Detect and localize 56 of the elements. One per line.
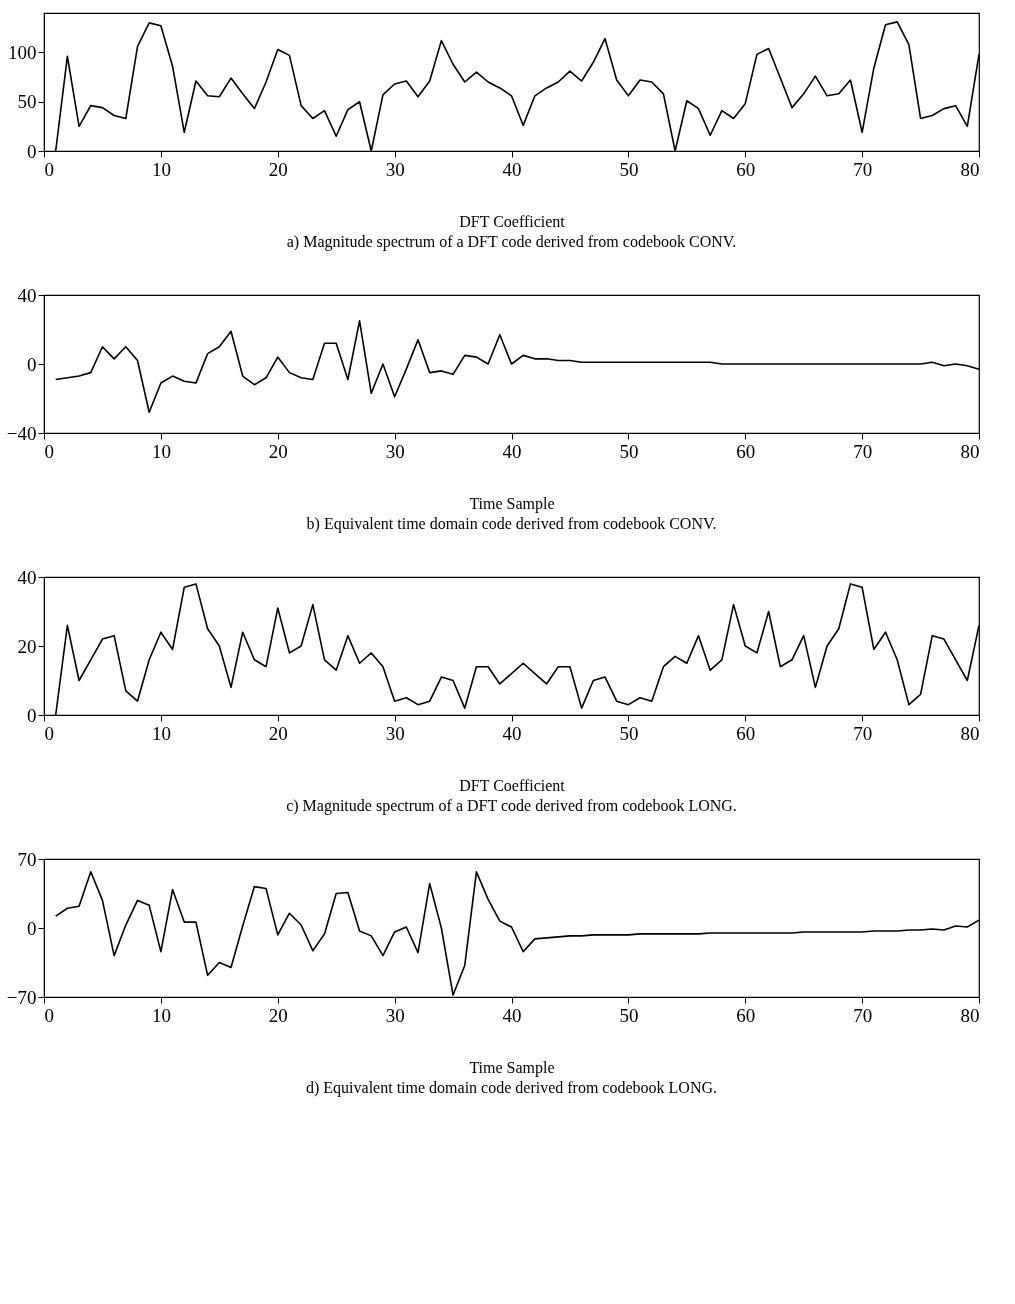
- y-tick-label: 40: [17, 284, 37, 306]
- y-tick-label: 0: [27, 140, 37, 162]
- y-tick-label: 50: [17, 91, 37, 113]
- x-axis-title: DFT Coefficient: [459, 776, 566, 794]
- y-tick-label: −40: [6, 422, 37, 444]
- x-tick-label: 40: [502, 440, 522, 462]
- x-tick-label: 80: [960, 722, 980, 744]
- x-tick-label: 10: [151, 440, 171, 462]
- text: b) Equivalent time domain code derived from codebook CONV.: [306, 515, 717, 533]
- x-tick-label: 60: [736, 1004, 756, 1026]
- text: c) Magnitude spectrum of a DFT code derived from codebook LONG.: [286, 797, 737, 815]
- y-tick-label: 20: [17, 635, 37, 657]
- x-tick-label: 10: [151, 158, 171, 180]
- x-tick-label: 10: [151, 722, 171, 744]
- x-tick-label: 80: [960, 1004, 980, 1026]
- x-tick-label: 20: [268, 158, 288, 180]
- x-tick-label: 40: [502, 722, 522, 744]
- y-tick-label: 0: [27, 353, 37, 375]
- x-tick-label: 40: [502, 1004, 522, 1026]
- x-tick-label: 20: [268, 1004, 288, 1026]
- y-tick-label: 40: [17, 566, 37, 588]
- x-axis-title: DFT Coefficient: [459, 212, 566, 230]
- x-tick-label: 0: [44, 1004, 54, 1026]
- x-tick-label: 30: [385, 158, 405, 180]
- x-tick-label: 0: [44, 158, 54, 180]
- x-tick-label: 40: [502, 158, 522, 180]
- x-tick-label: 30: [385, 722, 405, 744]
- x-tick-label: 10: [151, 1004, 171, 1026]
- x-tick-label: 60: [736, 158, 756, 180]
- x-tick-label: 50: [619, 722, 639, 744]
- x-axis-title: Time Sample: [469, 494, 555, 513]
- x-tick-label: 70: [853, 722, 873, 744]
- x-tick-label: 0: [44, 722, 54, 744]
- x-tick-label: 30: [385, 440, 405, 462]
- text: d) Equivalent time domain code derived from codebook LONG.: [306, 1079, 717, 1097]
- y-tick-label: 70: [17, 848, 37, 870]
- x-axis-title: Time Sample: [469, 1058, 555, 1077]
- x-tick-label: 20: [268, 722, 288, 744]
- y-tick-label: −70: [6, 986, 37, 1008]
- y-tick-label: 0: [27, 917, 37, 939]
- x-tick-label: 0: [44, 440, 54, 462]
- x-tick-label: 80: [960, 440, 980, 462]
- x-tick-label: 80: [960, 158, 980, 180]
- y-tick-label: 100: [8, 41, 37, 63]
- x-tick-label: 70: [853, 158, 873, 180]
- x-tick-label: 50: [619, 158, 639, 180]
- y-tick-label: 0: [27, 704, 37, 726]
- x-tick-label: 60: [736, 440, 756, 462]
- x-tick-label: 50: [619, 440, 639, 462]
- x-tick-label: 20: [268, 440, 288, 462]
- x-tick-label: 70: [853, 440, 873, 462]
- x-tick-label: 30: [385, 1004, 405, 1026]
- x-tick-label: 70: [853, 1004, 873, 1026]
- x-tick-label: 60: [736, 722, 756, 744]
- text: a) Magnitude spectrum of a DFT code derived from codebook CONV.: [286, 233, 737, 251]
- x-tick-label: 50: [619, 1004, 639, 1026]
